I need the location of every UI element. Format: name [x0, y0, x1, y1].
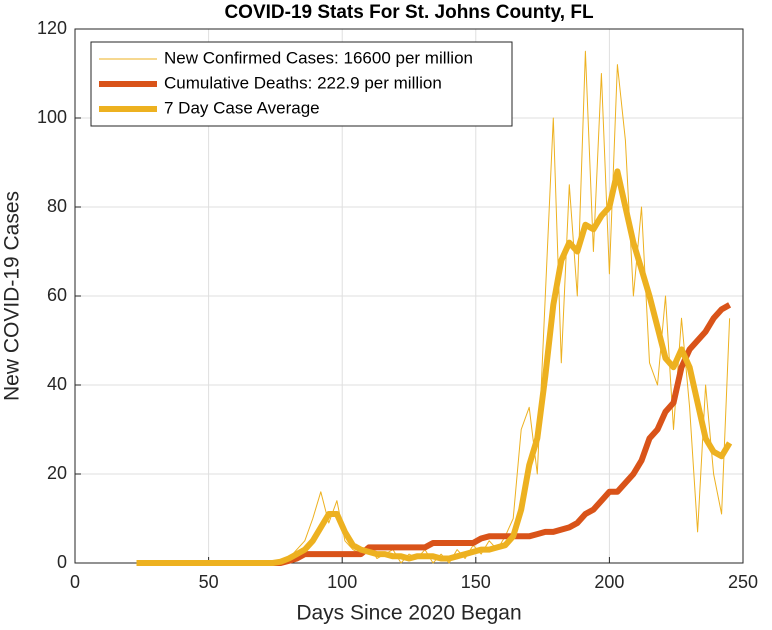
legend-box — [90, 41, 513, 127]
y-tick-label: 80 — [47, 196, 67, 216]
plot-frame — [74, 28, 744, 564]
y-tick-label: 60 — [47, 285, 67, 305]
y-tick-label: 100 — [37, 107, 67, 127]
series-line — [136, 50, 731, 564]
y-axis-label: New COVID-19 Cases — [1, 191, 24, 401]
x-tick-label: 100 — [327, 572, 357, 592]
x-tick-label: 250 — [728, 572, 758, 592]
chart-title: COVID-19 Stats For St. Johns County, FL — [224, 2, 594, 23]
legend-label: New Confirmed Cases: 16600 per million — [164, 48, 473, 67]
x-tick-label: 150 — [461, 572, 491, 592]
x-tick-label: 200 — [594, 572, 624, 592]
legend-label: Cumulative Deaths: 222.9 per million — [164, 73, 442, 92]
series-line — [136, 302, 732, 566]
x-tick-label: 50 — [199, 572, 219, 592]
y-tick-label: 20 — [47, 463, 67, 483]
x-axis-label: Days Since 2020 Began — [296, 602, 521, 625]
legend-label: 7 Day Case Average — [164, 98, 320, 117]
y-tick-label: 40 — [47, 374, 67, 394]
y-tick-label: 0 — [57, 552, 67, 572]
y-tick-label: 120 — [37, 18, 67, 38]
x-tick-label: 0 — [70, 572, 80, 592]
series-line — [136, 168, 733, 566]
